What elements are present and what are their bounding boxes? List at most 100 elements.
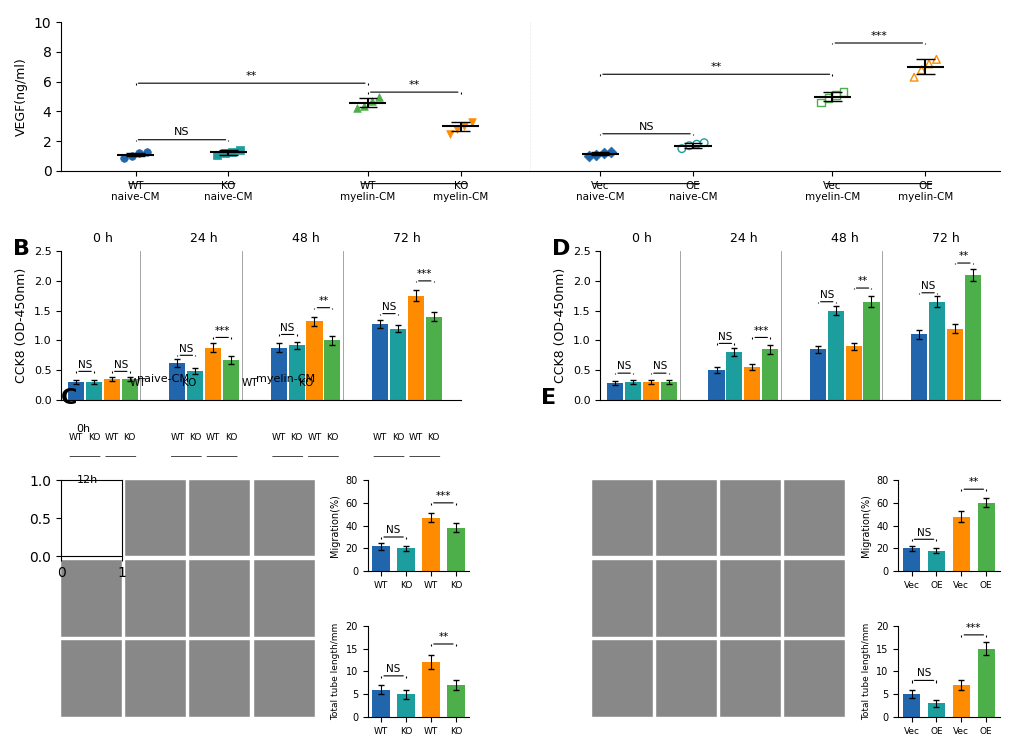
Text: myelin-CM: myelin-CM — [256, 374, 315, 384]
Y-axis label: Total tube length/mm: Total tube length/mm — [861, 623, 870, 720]
Point — [216, 147, 232, 159]
Text: NS: NS — [77, 360, 92, 370]
Text: NS: NS — [638, 121, 653, 132]
Text: NS: NS — [717, 332, 732, 341]
Text: ***: *** — [965, 622, 980, 633]
Bar — [408, 296, 424, 400]
Bar — [910, 335, 926, 400]
Point — [123, 150, 140, 162]
Text: NS: NS — [113, 360, 127, 370]
Text: WT: WT — [307, 432, 321, 442]
Bar — [446, 528, 464, 571]
Bar — [425, 316, 441, 400]
Point — [131, 147, 148, 159]
Bar — [422, 662, 439, 717]
Text: **: ** — [857, 276, 867, 286]
Point — [448, 123, 465, 135]
Text: NS: NS — [616, 361, 631, 372]
Text: NS: NS — [381, 302, 395, 312]
Text: WT: WT — [409, 432, 423, 442]
Text: NS: NS — [386, 525, 400, 535]
Point — [688, 138, 704, 150]
Point — [464, 116, 480, 128]
Point — [812, 97, 828, 109]
Text: 48 h: 48 h — [291, 232, 319, 245]
Point — [905, 72, 921, 84]
Text: NS: NS — [920, 281, 934, 291]
Text: KO: KO — [326, 432, 338, 442]
Y-axis label: CCK8 (OD-450nm): CCK8 (OD-450nm) — [553, 268, 567, 383]
Text: NS: NS — [916, 528, 930, 537]
Bar — [205, 347, 221, 400]
Bar — [187, 372, 203, 400]
Text: ***: *** — [435, 491, 450, 501]
Bar — [223, 360, 238, 400]
Bar — [625, 382, 641, 400]
Text: NS: NS — [280, 323, 294, 333]
Text: D: D — [552, 239, 571, 259]
Text: ***: *** — [869, 31, 887, 41]
Text: KO: KO — [123, 432, 136, 442]
Text: KO: KO — [391, 432, 404, 442]
Bar — [845, 347, 861, 400]
Text: KO: KO — [181, 378, 196, 388]
Bar — [372, 546, 389, 571]
Bar — [270, 347, 286, 400]
Point — [602, 146, 619, 157]
Y-axis label: Migration(%): Migration(%) — [330, 494, 340, 557]
Text: E: E — [540, 388, 555, 408]
Text: ***: *** — [214, 326, 229, 336]
Bar — [68, 382, 84, 400]
Point — [588, 149, 604, 160]
Text: 12h: 12h — [76, 475, 98, 486]
Text: **: ** — [318, 296, 328, 306]
Bar — [288, 345, 305, 400]
Text: 72 h: 72 h — [931, 232, 959, 245]
Bar — [121, 379, 138, 400]
Y-axis label: Total tube length/mm: Total tube length/mm — [331, 623, 340, 720]
Text: NS: NS — [179, 344, 194, 353]
Point — [363, 95, 379, 107]
Text: NS: NS — [652, 361, 666, 372]
Text: WT: WT — [271, 432, 285, 442]
Bar — [902, 548, 919, 571]
Text: 72 h: 72 h — [392, 232, 421, 245]
Text: WT: WT — [206, 432, 220, 442]
Point — [695, 137, 711, 149]
Point — [441, 128, 458, 140]
Bar — [86, 382, 102, 400]
Bar — [324, 341, 340, 400]
Text: WT: WT — [129, 378, 146, 388]
Point — [673, 143, 689, 154]
Text: NS: NS — [174, 128, 190, 137]
Text: **: ** — [438, 632, 448, 641]
Text: WT: WT — [170, 432, 184, 442]
Y-axis label: CCK8 (OD-450nm): CCK8 (OD-450nm) — [15, 268, 29, 383]
Bar — [744, 367, 759, 400]
Text: ***: *** — [417, 269, 432, 279]
Point — [912, 64, 928, 75]
Bar — [976, 503, 994, 571]
Point — [835, 86, 851, 98]
Text: KO: KO — [88, 432, 100, 442]
Point — [681, 140, 697, 151]
Bar — [976, 649, 994, 717]
Text: NS: NS — [916, 668, 930, 678]
Text: KO: KO — [427, 432, 439, 442]
Bar — [964, 275, 980, 400]
Text: B: B — [13, 239, 31, 259]
Point — [348, 103, 365, 115]
Text: 24 h: 24 h — [729, 232, 756, 245]
Bar — [902, 694, 919, 717]
Text: WT: WT — [242, 378, 258, 388]
Text: **: ** — [710, 62, 721, 72]
Point — [139, 146, 155, 157]
Text: 24 h: 24 h — [191, 232, 218, 245]
Bar — [862, 302, 878, 400]
Bar — [927, 551, 945, 571]
Bar — [306, 321, 322, 400]
Text: ***: *** — [753, 326, 768, 336]
Bar — [928, 302, 945, 400]
Point — [595, 147, 611, 159]
Bar — [809, 350, 825, 400]
